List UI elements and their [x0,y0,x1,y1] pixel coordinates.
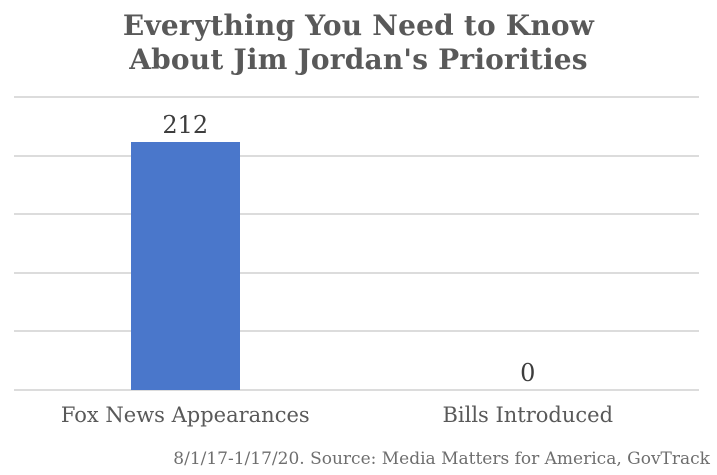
gridline [14,154,699,157]
plot-area: 212 0 [14,96,699,391]
gridline [14,330,699,333]
bar-column-fox-news: 212 [130,97,240,390]
source-note: 8/1/17-1/17/20. Source: Media Matters fo… [173,449,710,469]
bar-column-bills: 0 [473,97,582,390]
value-label-bills: 0 [520,359,536,387]
x-axis-labels: Fox News Appearances Bills Introduced [14,401,699,431]
gridline [14,96,699,98]
chart-title: Everything You Need to Know About Jim Jo… [122,9,595,76]
x-axis-label-bills: Bills Introduced [442,403,614,427]
gridline [14,213,699,216]
x-axis-label-fox-news: Fox News Appearances [60,403,310,427]
value-label-fox-news: 212 [162,110,209,139]
gridline [14,389,699,391]
gridline [14,271,699,274]
bar-fox-news-appearances [130,141,240,390]
